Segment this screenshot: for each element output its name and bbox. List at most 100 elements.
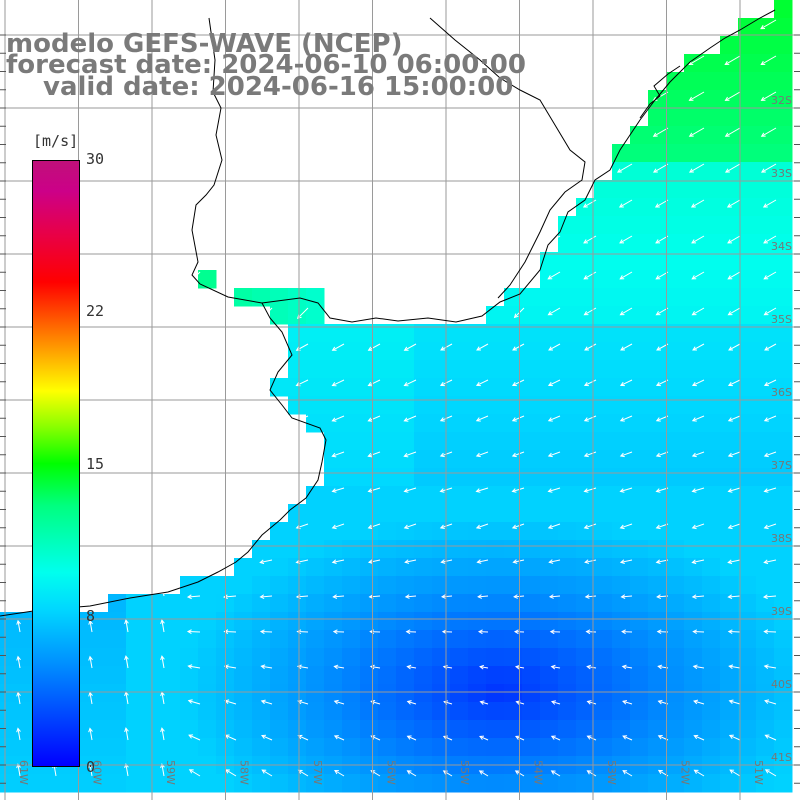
wind-speed-cell [684,324,703,343]
wind-speed-cell [630,666,649,685]
wind-speed-cell [324,360,343,379]
wind-speed-cell [396,324,415,343]
wind-arrow [691,559,705,565]
wind-speed-cell [576,540,595,559]
wind-speed-cell [774,702,793,721]
wind-speed-cell [648,522,667,541]
wind-speed-cell [342,648,361,667]
wind-speed-cell [738,72,757,91]
wind-speed-cell [774,378,793,397]
wind-speed-cell [522,288,541,307]
wind-arrow [760,55,777,66]
wind-arrow [476,559,489,564]
wind-speed-cell [0,666,19,685]
wind-speed-cell [540,324,559,343]
wind-arrow [511,487,525,493]
wind-speed-cell [576,774,595,793]
wind-speed-cell [756,738,775,757]
wind-speed-cell [180,612,199,631]
wind-speed-cell [360,576,379,595]
wind-speed-cell [594,378,613,397]
wind-speed-cell [504,738,523,757]
wind-arrow [297,734,309,741]
wind-speed-cell [126,774,145,793]
wind-speed-cell [720,324,739,343]
wind-speed-cell [450,468,469,487]
wind-speed-cell [576,666,595,685]
wind-speed-cell [342,738,361,757]
wind-speed-cell [288,396,307,415]
wind-speed-cell [504,648,523,667]
latitude-label: 34S [771,240,792,253]
wind-speed-cell [738,36,757,55]
wind-arrow [547,307,561,316]
wind-speed-cell [432,738,451,757]
wind-speed-cell [468,738,487,757]
wind-arrow [620,343,633,351]
wind-speed-cell [666,306,685,325]
wind-speed-cell [684,378,703,397]
wind-speed-cell [540,738,559,757]
wind-speed-cell [306,414,325,433]
wind-speed-cell [234,774,253,793]
wind-speed-cell [666,576,685,595]
wind-arrow [583,523,597,530]
wind-speed-cell [504,774,523,793]
wind-speed-cell [0,720,19,739]
wind-speed-cell [396,360,415,379]
wind-speed-cell [540,378,559,397]
wind-arrow [621,629,633,635]
wind-speed-cell [252,594,271,613]
wind-speed-cell [558,216,577,235]
wind-speed-cell [702,324,721,343]
wind-speed-cell [738,162,757,181]
wind-speed-cell [576,504,595,523]
wind-speed-cell [720,738,739,757]
wind-speed-cell [666,594,685,613]
wind-arrow [762,199,777,208]
wind-speed-cell [414,720,433,739]
wind-speed-cell [378,648,397,667]
wind-speed-cell [306,702,325,721]
wind-speed-cell [306,522,325,541]
longitude-label: 51W [752,760,765,785]
wind-speed-cell [450,630,469,649]
wind-speed-cell [558,648,577,667]
wind-arrow [297,699,309,705]
wind-speed-cell [522,774,541,793]
wind-speed-cell [306,558,325,577]
wind-speed-cell [702,414,721,433]
wind-speed-cell [18,630,37,649]
wind-arrow [440,594,453,599]
wind-arrow [764,734,777,741]
wind-speed-cell [738,648,757,667]
wind-speed-cell [288,504,307,523]
wind-speed-cell [306,288,325,307]
wind-arrow [333,735,345,741]
wind-speed-cell [288,648,307,667]
wind-speed-cell [324,648,343,667]
wind-speed-cell [702,180,721,199]
wind-speed-cell [378,540,397,559]
wind-speed-cell [666,702,685,721]
wind-arrow [188,769,201,777]
wind-speed-cell [342,450,361,469]
wind-speed-cell [450,612,469,631]
wind-speed-cell [306,612,325,631]
wind-speed-cell [558,666,577,685]
wind-speed-cell [468,342,487,361]
wind-speed-cell [558,270,577,289]
wind-arrow [693,769,705,777]
wind-speed-cell [108,702,127,721]
wind-speed-cell [378,360,397,379]
wind-arrow [223,664,237,669]
wind-speed-cell [612,324,631,343]
wind-speed-cell [90,684,109,703]
wind-speed-cell [432,522,451,541]
wind-speed-cell [648,738,667,757]
wind-arrow [619,307,633,316]
wind-speed-cell [450,324,469,343]
wind-arrow [88,655,93,669]
wind-speed-cell [432,342,451,361]
wind-speed-cell [684,54,703,73]
